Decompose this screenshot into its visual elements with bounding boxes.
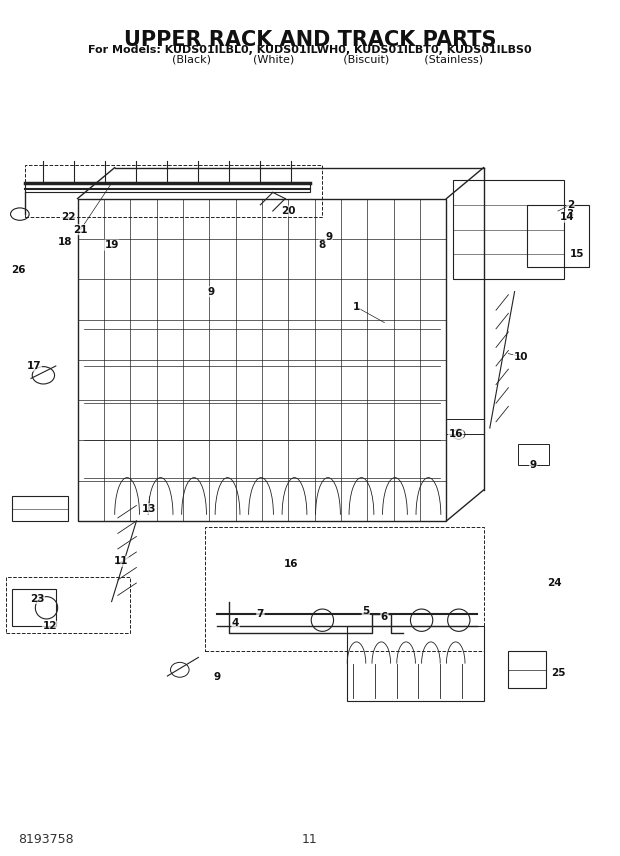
Bar xyxy=(25,164,322,217)
Text: 7: 7 xyxy=(257,609,264,619)
Text: 5: 5 xyxy=(362,606,370,616)
Text: 11: 11 xyxy=(302,833,318,846)
Text: 8193758: 8193758 xyxy=(19,833,74,846)
Text: 19: 19 xyxy=(104,240,119,250)
Text: 16: 16 xyxy=(448,429,463,439)
Text: 18: 18 xyxy=(58,237,73,247)
Text: UPPER RACK AND TRACK PARTS: UPPER RACK AND TRACK PARTS xyxy=(124,30,496,50)
Text: 1: 1 xyxy=(353,302,360,312)
Text: 17: 17 xyxy=(27,361,42,371)
Text: 2: 2 xyxy=(567,199,574,210)
Bar xyxy=(446,419,484,434)
Bar xyxy=(508,651,546,688)
Text: 25: 25 xyxy=(551,668,565,678)
Bar xyxy=(347,627,484,701)
Bar xyxy=(453,180,564,279)
Text: 9: 9 xyxy=(213,672,221,682)
Text: 11: 11 xyxy=(113,556,128,567)
Bar xyxy=(12,496,68,521)
Text: 22: 22 xyxy=(61,212,76,223)
Text: 3: 3 xyxy=(567,209,574,219)
Text: 24: 24 xyxy=(547,578,562,588)
Text: (Black)            (White)              (Biscuit)          (Stainless): (Black) (White) (Biscuit) (Stainless) xyxy=(137,55,483,65)
Bar xyxy=(205,527,484,651)
Text: 15: 15 xyxy=(569,249,584,259)
Text: 8: 8 xyxy=(319,240,326,250)
Text: For Models: KUDS01ILBL0, KUDS01ILWH0, KUDS01ILBT0, KUDS01ILBS0: For Models: KUDS01ILBL0, KUDS01ILWH0, KU… xyxy=(88,45,532,55)
Text: 14: 14 xyxy=(560,212,575,223)
Bar xyxy=(527,205,589,267)
Bar xyxy=(6,577,130,633)
Bar xyxy=(518,443,549,465)
Text: 26: 26 xyxy=(11,265,26,275)
Text: 10: 10 xyxy=(513,352,528,362)
Bar xyxy=(78,199,446,521)
Text: 16: 16 xyxy=(284,560,299,569)
Text: 12: 12 xyxy=(42,621,57,632)
Text: 13: 13 xyxy=(141,503,156,514)
Bar xyxy=(25,183,310,193)
Text: 4: 4 xyxy=(232,618,239,628)
Text: 6: 6 xyxy=(381,612,388,622)
Text: 23: 23 xyxy=(30,593,45,603)
Text: 21: 21 xyxy=(73,224,88,235)
Text: 9: 9 xyxy=(529,461,537,470)
Text: 9: 9 xyxy=(325,232,332,242)
Text: 9: 9 xyxy=(207,287,215,296)
Bar xyxy=(12,589,56,627)
Text: 20: 20 xyxy=(281,206,296,216)
